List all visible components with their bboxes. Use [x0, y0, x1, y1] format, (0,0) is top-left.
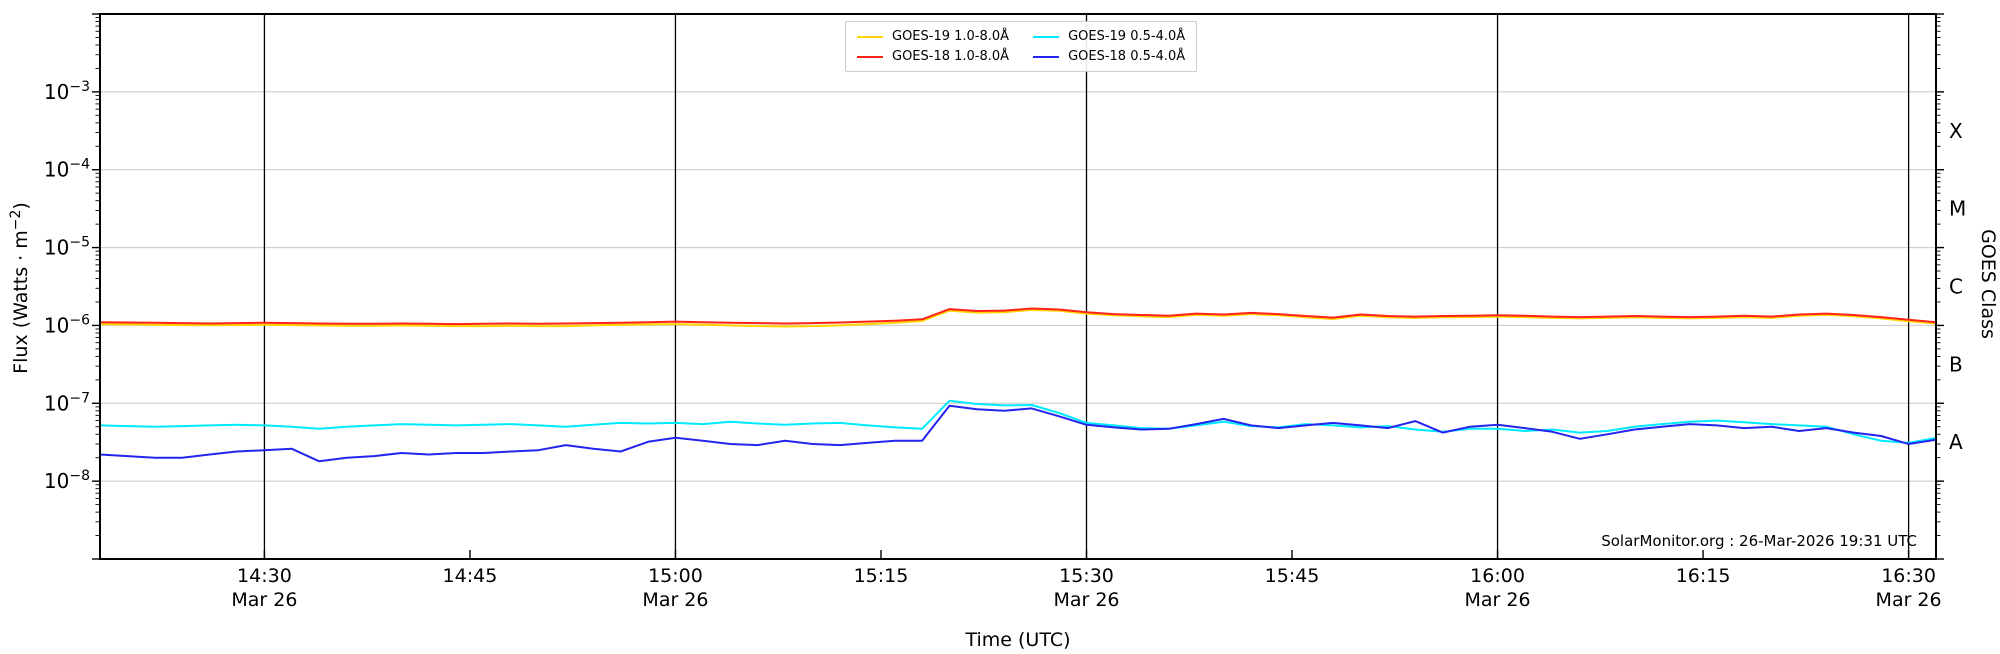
legend-line-sample-goes18-long — [857, 55, 883, 58]
y-tick-label: 10−8 — [44, 468, 90, 493]
legend-label: GOES-19 0.5-4.0Å — [1068, 29, 1186, 44]
legend-item-goes19-long: GOES-19 1.0-8.0Å — [857, 30, 1009, 43]
series-line-goes-19-long — [100, 309, 1936, 328]
x-tick-label: 14:45 — [443, 565, 498, 587]
series-line-goes-18-short — [100, 404, 1936, 463]
goes-class-label: B — [1949, 352, 1963, 376]
x-tick-label: 16:30 — [1881, 565, 1936, 587]
x-tick-sublabel: Mar 26 — [1876, 589, 1942, 611]
y-tick-labels: 10−3 10−4 10−5 10−6 10−7 10−8 — [44, 79, 90, 493]
goes-class-labels: X M C B A — [1949, 119, 1966, 454]
x-tick-label: 16:15 — [1676, 565, 1731, 587]
horizontal-gridlines — [100, 91, 1936, 482]
right-axis-title: GOES Class — [1977, 229, 1999, 339]
x-tick-sublabel: Mar 26 — [1465, 589, 1531, 611]
plot-border — [99, 13, 1937, 560]
series-line-goes-18-long — [100, 307, 1936, 326]
y-tick-label: 10−7 — [44, 390, 90, 415]
goes-class-label: X — [1949, 119, 1963, 143]
y-tick-label: 10−3 — [44, 79, 90, 104]
flux-series-lines — [100, 307, 1936, 463]
vertical-major-gridlines — [263, 14, 1910, 559]
x-axis-title: Time (UTC) — [964, 629, 1070, 650]
goes-class-label: M — [1949, 197, 1966, 221]
legend-line-sample-goes19-long — [857, 35, 883, 38]
legend-label: GOES-18 1.0-8.0Å — [892, 49, 1010, 64]
x-tick-label: 15:15 — [854, 565, 909, 587]
legend-line-sample-goes18-short — [1033, 55, 1060, 58]
x-tick-label: 15:00 — [648, 565, 703, 587]
legend-label: GOES-18 0.5-4.0Å — [1068, 49, 1186, 64]
chart-legend: GOES-19 1.0-8.0Å GOES-18 1.0-8.0Å GOES-1… — [845, 21, 1198, 72]
x-tick-label: 15:30 — [1059, 565, 1114, 587]
y-axis-title: Flux (Watts · m−2) — [8, 202, 32, 374]
axis-ticks — [92, 13, 1944, 560]
legend-item-goes18-long: GOES-18 1.0-8.0Å — [857, 50, 1009, 63]
x-tick-label: 14:30 — [237, 565, 292, 587]
x-tick-label: 15:45 — [1265, 565, 1320, 587]
x-tick-sublabel: Mar 26 — [1053, 589, 1119, 611]
goes-class-label: A — [1949, 430, 1963, 454]
x-tick-label: 16:00 — [1470, 565, 1525, 587]
y-tick-label: 10−6 — [44, 312, 90, 337]
x-tick-sublabel: Mar 26 — [642, 589, 708, 611]
legend-label: GOES-19 1.0-8.0Å — [892, 29, 1010, 44]
series-line-goes-19-short — [100, 399, 1936, 444]
watermark-text: SolarMonitor.org : 26-Mar-2026 19:31 UTC — [1601, 532, 1917, 550]
x-tick-sublabel: Mar 26 — [231, 589, 297, 611]
legend-line-sample-goes19-short — [1033, 35, 1060, 38]
legend-item-goes18-short: GOES-18 0.5-4.0Å — [1033, 50, 1185, 63]
goes-class-label: C — [1949, 275, 1963, 299]
y-tick-label: 10−4 — [44, 157, 90, 182]
y-tick-label: 10−5 — [44, 235, 90, 260]
legend-item-goes19-short: GOES-19 0.5-4.0Å — [1033, 30, 1185, 43]
